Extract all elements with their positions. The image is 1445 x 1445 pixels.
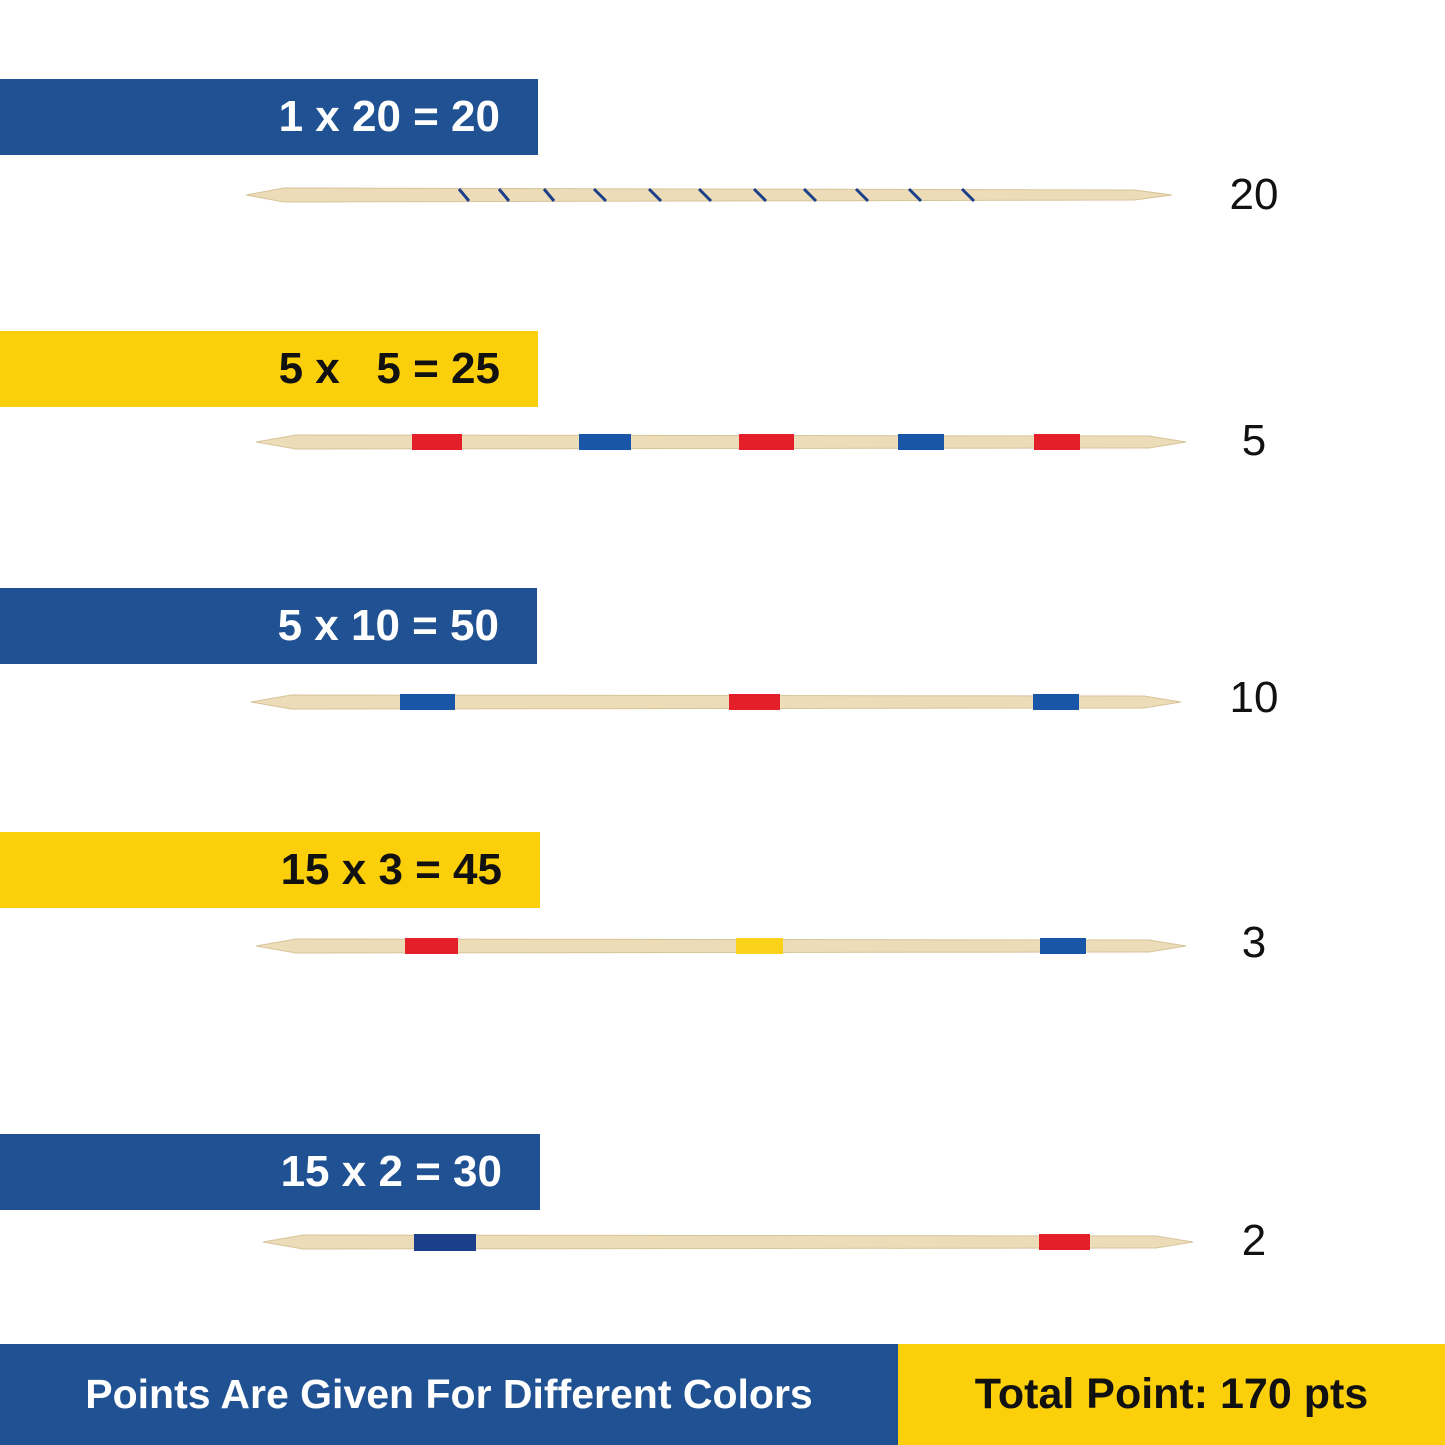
formula-text-1: 1 x 20 = 20 — [278, 92, 500, 141]
formula-banner-2: 5 x 5 = 25 — [0, 331, 538, 407]
footer: Points Are Given For Different Colors To… — [0, 1344, 1445, 1445]
formula-banner-4: 15 x 3 = 45 — [0, 832, 540, 908]
formula-text-2: 5 x 5 = 25 — [278, 344, 500, 393]
formula-banner-3: 5 x 10 = 50 — [0, 588, 537, 664]
footer-right-text: Total Point: 170 pts — [974, 1370, 1369, 1418]
formula-banner-5: 15 x 2 = 30 — [0, 1134, 540, 1210]
footer-total-points: Total Point: 170 pts — [898, 1344, 1445, 1445]
formula-text-5: 15 x 2 = 30 — [280, 1147, 502, 1196]
points-value-4: 3 — [1241, 918, 1267, 967]
pickup-stick-2-points — [262, 1234, 1194, 1251]
footer-left-text: Points Are Given For Different Colors — [85, 1371, 813, 1417]
points-value-3: 10 — [1229, 673, 1279, 722]
pickup-stick-5-points — [255, 434, 1187, 450]
points-value-1: 20 — [1229, 170, 1279, 219]
pickup-stick-10-points — [250, 694, 1182, 710]
points-value-2: 5 — [1241, 416, 1267, 465]
formula-banner-1: 1 x 20 = 20 — [0, 79, 538, 155]
points-value-5: 2 — [1241, 1216, 1267, 1265]
pickup-stick-3-points — [255, 938, 1187, 954]
formula-text-4: 15 x 3 = 45 — [280, 845, 502, 894]
footer-colors-note: Points Are Given For Different Colors — [0, 1344, 898, 1445]
formula-text-3: 5 x 10 = 50 — [277, 601, 499, 650]
pickup-stick-20-points — [245, 187, 1173, 203]
